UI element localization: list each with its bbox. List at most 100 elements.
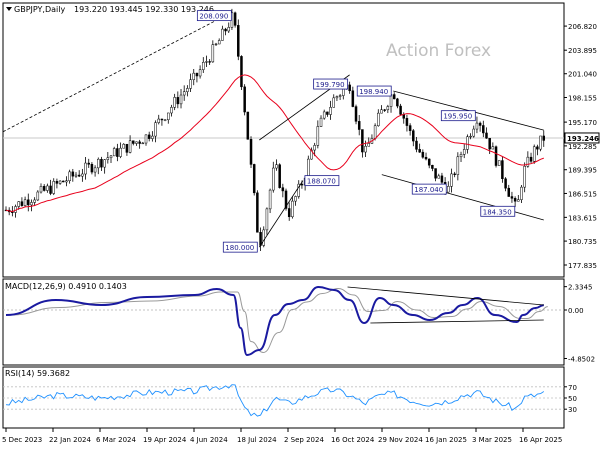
- candle-body: [405, 118, 409, 126]
- moving-average-line: [5, 74, 544, 213]
- price-annotation-box: [356, 85, 392, 97]
- price-tick-label: 201.040: [568, 71, 597, 79]
- candle-body: [453, 173, 456, 175]
- candle-body: [275, 164, 278, 169]
- candle-body: [157, 118, 160, 123]
- price-tick-label: 195.170: [568, 119, 597, 127]
- candle-body: [316, 126, 320, 146]
- trend-line: [381, 174, 544, 221]
- watermark: Action Forex: [386, 41, 491, 61]
- candle-body: [412, 130, 415, 142]
- candle-body: [125, 143, 129, 153]
- rsi-line: [5, 384, 545, 417]
- candle-body: [488, 137, 491, 150]
- ohlc-values: 193.220 193.445 192.330 193.246: [74, 5, 214, 14]
- candle-body: [109, 155, 113, 159]
- candle-body: [195, 72, 199, 77]
- macd-tick-label: 2.3345: [568, 284, 593, 292]
- candle-body: [71, 171, 75, 177]
- rsi-tick-label: 30: [568, 406, 577, 414]
- candle-body: [138, 141, 141, 144]
- candle-body: [246, 111, 250, 140]
- candle-body: [68, 171, 71, 181]
- candle-body: [52, 181, 55, 194]
- candle-body: [373, 125, 377, 139]
- candle-body: [510, 196, 514, 199]
- candle-body: [227, 27, 230, 32]
- candle-body: [106, 157, 110, 160]
- candle-body: [249, 139, 253, 165]
- x-tick-label: 16 Jan 2025: [425, 436, 467, 444]
- candle-body: [501, 160, 504, 180]
- candle-body: [364, 145, 367, 153]
- candle-body: [427, 158, 431, 166]
- candle-body: [383, 109, 386, 111]
- candle-body: [33, 199, 36, 203]
- candle-body: [39, 186, 43, 193]
- rsi-content: [3, 384, 564, 417]
- candle-body: [27, 199, 30, 206]
- candle-body: [431, 164, 434, 169]
- candle-body: [119, 147, 122, 157]
- rsi-label: RSI(14) 59.3682: [5, 369, 70, 378]
- candle-body: [284, 190, 288, 209]
- price-annotation-box: [411, 183, 447, 195]
- candle-body: [163, 119, 167, 121]
- candle-body: [415, 140, 418, 150]
- price-annotation-box: [196, 10, 232, 22]
- candle-body: [100, 158, 103, 168]
- candle-body: [176, 97, 180, 105]
- candle-body: [23, 199, 27, 206]
- rsi-panel-frame: [2, 366, 565, 429]
- macd-panel-frame: [2, 278, 565, 366]
- candle-body: [329, 107, 332, 115]
- current-price-label: 193.246: [567, 135, 599, 143]
- candle-body: [478, 122, 482, 126]
- candle-body: [459, 154, 463, 158]
- candle-body: [392, 94, 396, 100]
- candle-body: [160, 118, 164, 121]
- x-tick-label: 6 Mar 2024: [96, 436, 136, 444]
- candle-body: [46, 185, 49, 191]
- candle-body: [291, 200, 294, 218]
- macd-trend-line: [370, 319, 544, 324]
- candle-body: [256, 192, 259, 233]
- candle-body: [154, 122, 157, 137]
- candle-body: [322, 111, 326, 119]
- candle-body: [466, 136, 469, 150]
- candle-body: [74, 174, 78, 177]
- price-tick-label: 180.735: [568, 238, 597, 246]
- price-annotation-box: [222, 241, 258, 253]
- macd-label: MACD(12,26,9) 0.4910 0.1403: [5, 282, 127, 291]
- candle-body: [357, 121, 361, 130]
- candle-body: [122, 143, 125, 149]
- candle-body: [440, 175, 444, 183]
- macd-signal-line: [9, 287, 548, 354]
- price-tick-label: 177.835: [568, 262, 597, 270]
- candle-body: [189, 79, 192, 89]
- price-annotation-label: 187.040: [414, 186, 443, 194]
- trend-line: [258, 180, 304, 248]
- macd-tick-label: -4.8502: [568, 356, 595, 364]
- candle-body: [112, 148, 116, 157]
- candle-body: [272, 167, 275, 191]
- candle-body: [396, 98, 399, 107]
- candle-body: [472, 128, 476, 137]
- x-tick-label: 19 Apr 2024: [143, 436, 187, 444]
- candle-body: [424, 156, 428, 160]
- candle-body: [93, 167, 97, 173]
- candle-body: [262, 229, 265, 246]
- candle-body: [214, 43, 218, 46]
- candle-body: [517, 199, 520, 202]
- candle-body: [539, 135, 542, 150]
- price-annotation-label: 198.940: [359, 88, 388, 96]
- candle-body: [151, 135, 154, 139]
- candle-body: [338, 95, 342, 97]
- candle-body: [532, 146, 536, 162]
- candle-body: [252, 164, 256, 194]
- price-annotation-label: 188.070: [307, 178, 336, 186]
- dropdown-triangle-icon[interactable]: [6, 7, 12, 11]
- candle-body: [221, 28, 224, 41]
